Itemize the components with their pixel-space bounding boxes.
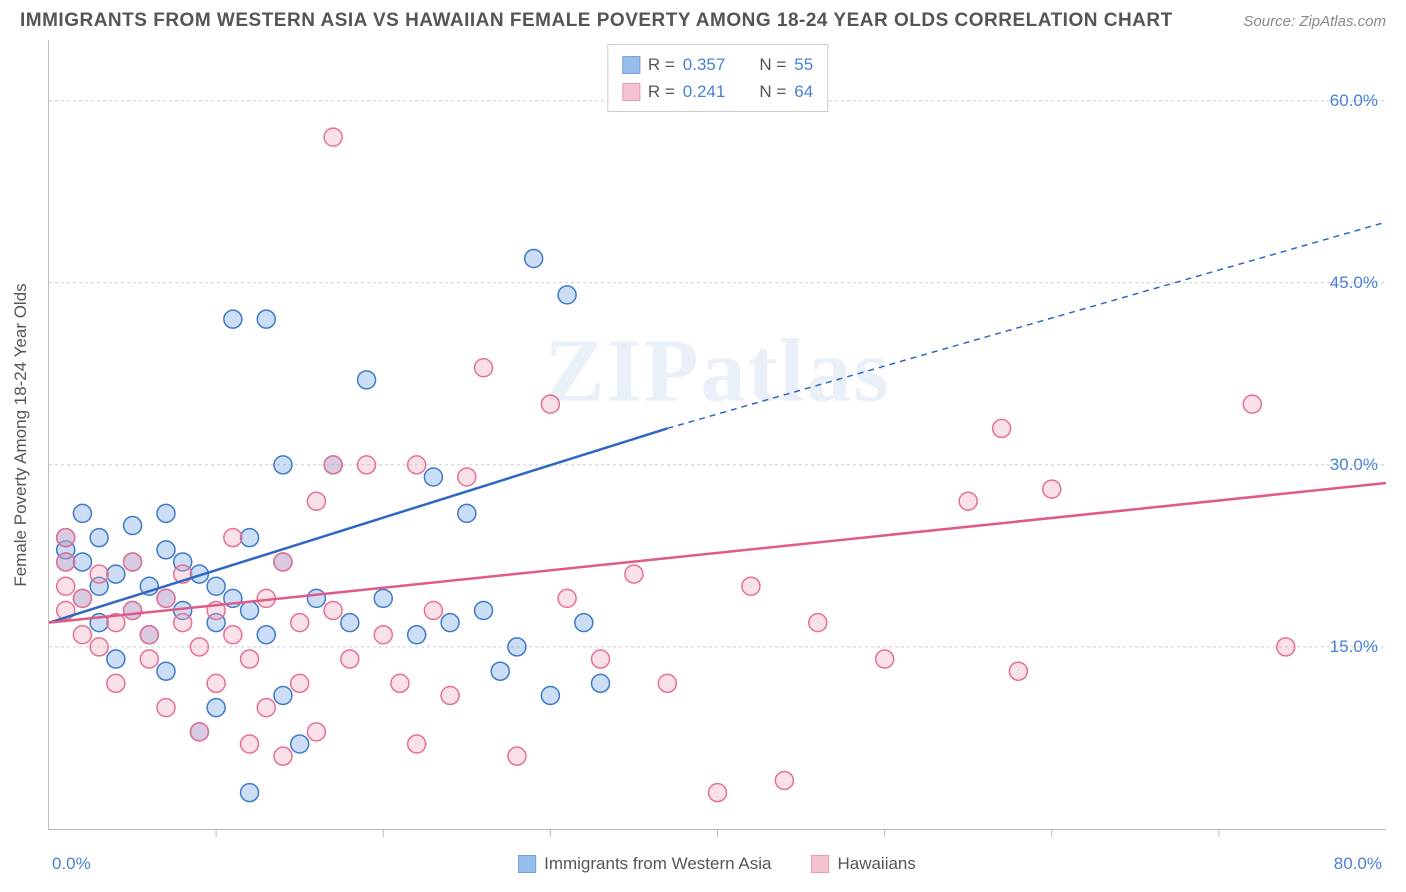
r-value-pink: 0.241 xyxy=(683,78,726,105)
legend-label-pink: Hawaiians xyxy=(837,854,915,874)
r-value-blue: 0.357 xyxy=(683,51,726,78)
y-tick-label: 60.0% xyxy=(1330,91,1378,111)
y-tick-label: 30.0% xyxy=(1330,455,1378,475)
legend-item-pink: Hawaiians xyxy=(811,854,915,874)
swatch-pink-icon xyxy=(622,83,640,101)
source-link[interactable]: ZipAtlas.com xyxy=(1299,13,1386,30)
swatch-blue-icon xyxy=(622,56,640,74)
n-label: N = xyxy=(759,78,786,105)
y-tick-label: 15.0% xyxy=(1330,637,1378,657)
n-label: N = xyxy=(759,51,786,78)
y-tick-label: 45.0% xyxy=(1330,273,1378,293)
swatch-blue-icon xyxy=(518,855,536,873)
n-value-blue: 55 xyxy=(794,51,813,78)
stats-row-pink: R = 0.241 N = 64 xyxy=(622,78,813,105)
y-axis-label: Female Poverty Among 18-24 Year Olds xyxy=(11,283,31,586)
legend-label-blue: Immigrants from Western Asia xyxy=(544,854,771,874)
swatch-pink-icon xyxy=(811,855,829,873)
source-label: Source: xyxy=(1243,13,1295,30)
source-attribution: Source: ZipAtlas.com xyxy=(1243,13,1386,30)
chart-plot-area: Female Poverty Among 18-24 Year Olds ZIP… xyxy=(48,40,1386,830)
x-axis-min-label: 0.0% xyxy=(52,854,91,874)
n-value-pink: 64 xyxy=(794,78,813,105)
stats-legend: R = 0.357 N = 55 R = 0.241 N = 64 xyxy=(607,44,828,112)
legend-item-blue: Immigrants from Western Asia xyxy=(518,854,771,874)
stats-row-blue: R = 0.357 N = 55 xyxy=(622,51,813,78)
x-axis-max-label: 80.0% xyxy=(1334,854,1382,874)
series-legend: Immigrants from Western Asia Hawaiians xyxy=(518,854,916,874)
scatter-svg xyxy=(49,40,1386,829)
r-label: R = xyxy=(648,51,675,78)
r-label: R = xyxy=(648,78,675,105)
chart-title: IMMIGRANTS FROM WESTERN ASIA VS HAWAIIAN… xyxy=(20,10,1173,32)
